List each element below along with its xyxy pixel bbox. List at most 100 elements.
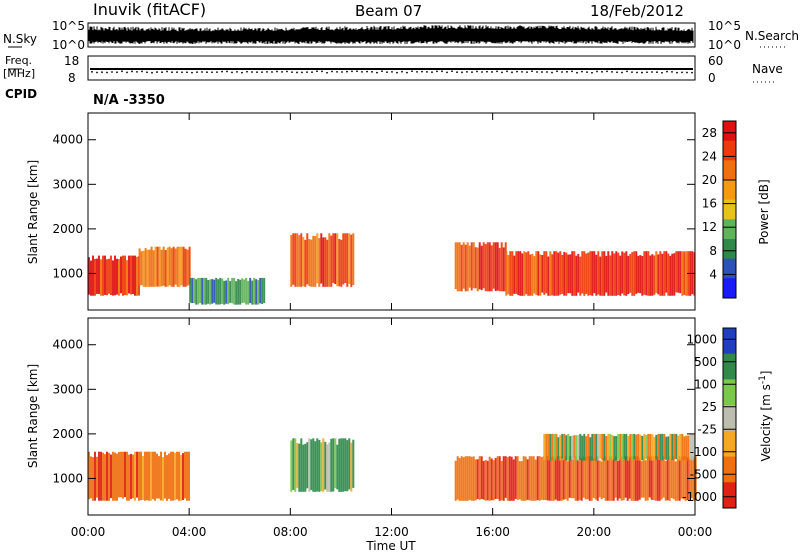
echo-column	[650, 456, 653, 500]
echo-column	[249, 277, 252, 304]
nave-dot	[561, 71, 563, 73]
echo-column	[492, 460, 495, 501]
nave-dot	[356, 70, 358, 73]
echo-column	[259, 277, 262, 304]
echo-column	[622, 459, 625, 501]
echo-column	[564, 456, 567, 500]
echo-column	[646, 456, 649, 501]
power-colorbar-tick-label: 20	[702, 173, 717, 187]
echo-column	[96, 258, 98, 294]
echo-column	[292, 233, 295, 285]
nave-dot	[336, 70, 338, 73]
echo-column	[186, 249, 189, 286]
echo-column	[245, 277, 248, 305]
echo-column	[611, 251, 614, 296]
echo-column	[627, 435, 630, 461]
power-colorbar-swatch	[723, 160, 736, 181]
nave-dot	[131, 70, 133, 73]
echo-column	[460, 456, 463, 501]
nave-dot	[566, 70, 568, 73]
echo-column	[316, 233, 319, 284]
nave-dot	[541, 71, 543, 73]
echo-column	[536, 456, 539, 501]
echo-column	[340, 239, 343, 287]
echo-column	[166, 455, 168, 501]
velocity-colorbar-swatch	[723, 482, 736, 509]
echo-column	[118, 451, 120, 498]
echo-column	[563, 251, 566, 296]
echo-column	[472, 242, 475, 289]
echo-column	[632, 456, 635, 501]
nave-dot	[611, 70, 613, 73]
echo-column	[132, 454, 134, 499]
nave-dot	[271, 71, 273, 73]
echo-column	[306, 442, 309, 489]
echo-column	[336, 444, 339, 490]
nave-dot	[226, 70, 228, 73]
echo-column	[613, 253, 616, 296]
echo-column	[342, 233, 345, 285]
echo-column	[219, 277, 222, 305]
echo-column	[120, 256, 122, 294]
echo-column	[635, 434, 638, 461]
echo-column	[693, 434, 696, 459]
echo-column	[655, 435, 658, 460]
echo-column	[596, 456, 599, 501]
echo-column	[146, 451, 148, 501]
echo-column	[498, 247, 501, 292]
echo-column	[593, 251, 596, 294]
echo-column	[603, 251, 606, 296]
echo-column	[320, 442, 323, 492]
velocity-colorbar-swatch	[723, 379, 736, 406]
echo-column	[324, 237, 327, 287]
echo-column	[532, 456, 535, 501]
echo-column	[554, 458, 557, 500]
echo-column	[300, 438, 303, 492]
nave-dot	[366, 70, 368, 73]
echo-column	[116, 453, 118, 501]
echo-column	[458, 242, 461, 292]
echo-column	[537, 251, 540, 296]
power-colorbar-frame	[722, 120, 737, 299]
nave-dot	[591, 71, 593, 74]
echo-column	[492, 242, 495, 289]
echo-column	[671, 433, 674, 460]
y-tick-label: 3000	[52, 177, 83, 191]
nave-dot	[401, 70, 403, 73]
echo-column	[310, 439, 313, 491]
freq-label: Freq.	[5, 54, 32, 67]
echo-column	[326, 239, 329, 287]
nave-dot	[301, 71, 303, 74]
nave-dot	[506, 70, 508, 73]
echo-column	[526, 459, 529, 500]
echo-column	[672, 456, 675, 500]
echo-column	[476, 247, 479, 292]
nave-dot	[326, 71, 328, 74]
cpid-value: N/A -3350	[93, 93, 165, 108]
echo-column	[108, 452, 110, 501]
echo-column	[348, 233, 351, 284]
echo-column	[591, 251, 594, 296]
echo-column	[569, 436, 572, 461]
velocity-colorbar-swatch	[723, 430, 736, 458]
echo-column	[290, 440, 293, 492]
beam-title: Beam 07	[355, 2, 422, 20]
echo-column	[555, 251, 558, 296]
echo-column	[608, 456, 611, 501]
nave-dot	[526, 71, 528, 74]
power-colorbar-tick-label: 24	[702, 149, 717, 163]
echo-column	[132, 255, 134, 294]
echo-column	[188, 451, 190, 501]
echo-column	[635, 251, 638, 294]
echo-column	[302, 444, 305, 492]
power-panel: 1000 2000 3000 4000 Slant Range [km] 4 8 12 16…	[26, 112, 771, 311]
nave-dot	[661, 71, 663, 74]
echo-column	[557, 252, 560, 296]
nsky-tick-bottom: 10^0	[52, 38, 85, 52]
nave-dot	[321, 70, 323, 73]
echo-column	[637, 433, 640, 461]
echo-column	[523, 251, 526, 296]
echo-column	[585, 436, 588, 461]
echo-region	[543, 433, 696, 461]
echo-column	[620, 456, 623, 501]
